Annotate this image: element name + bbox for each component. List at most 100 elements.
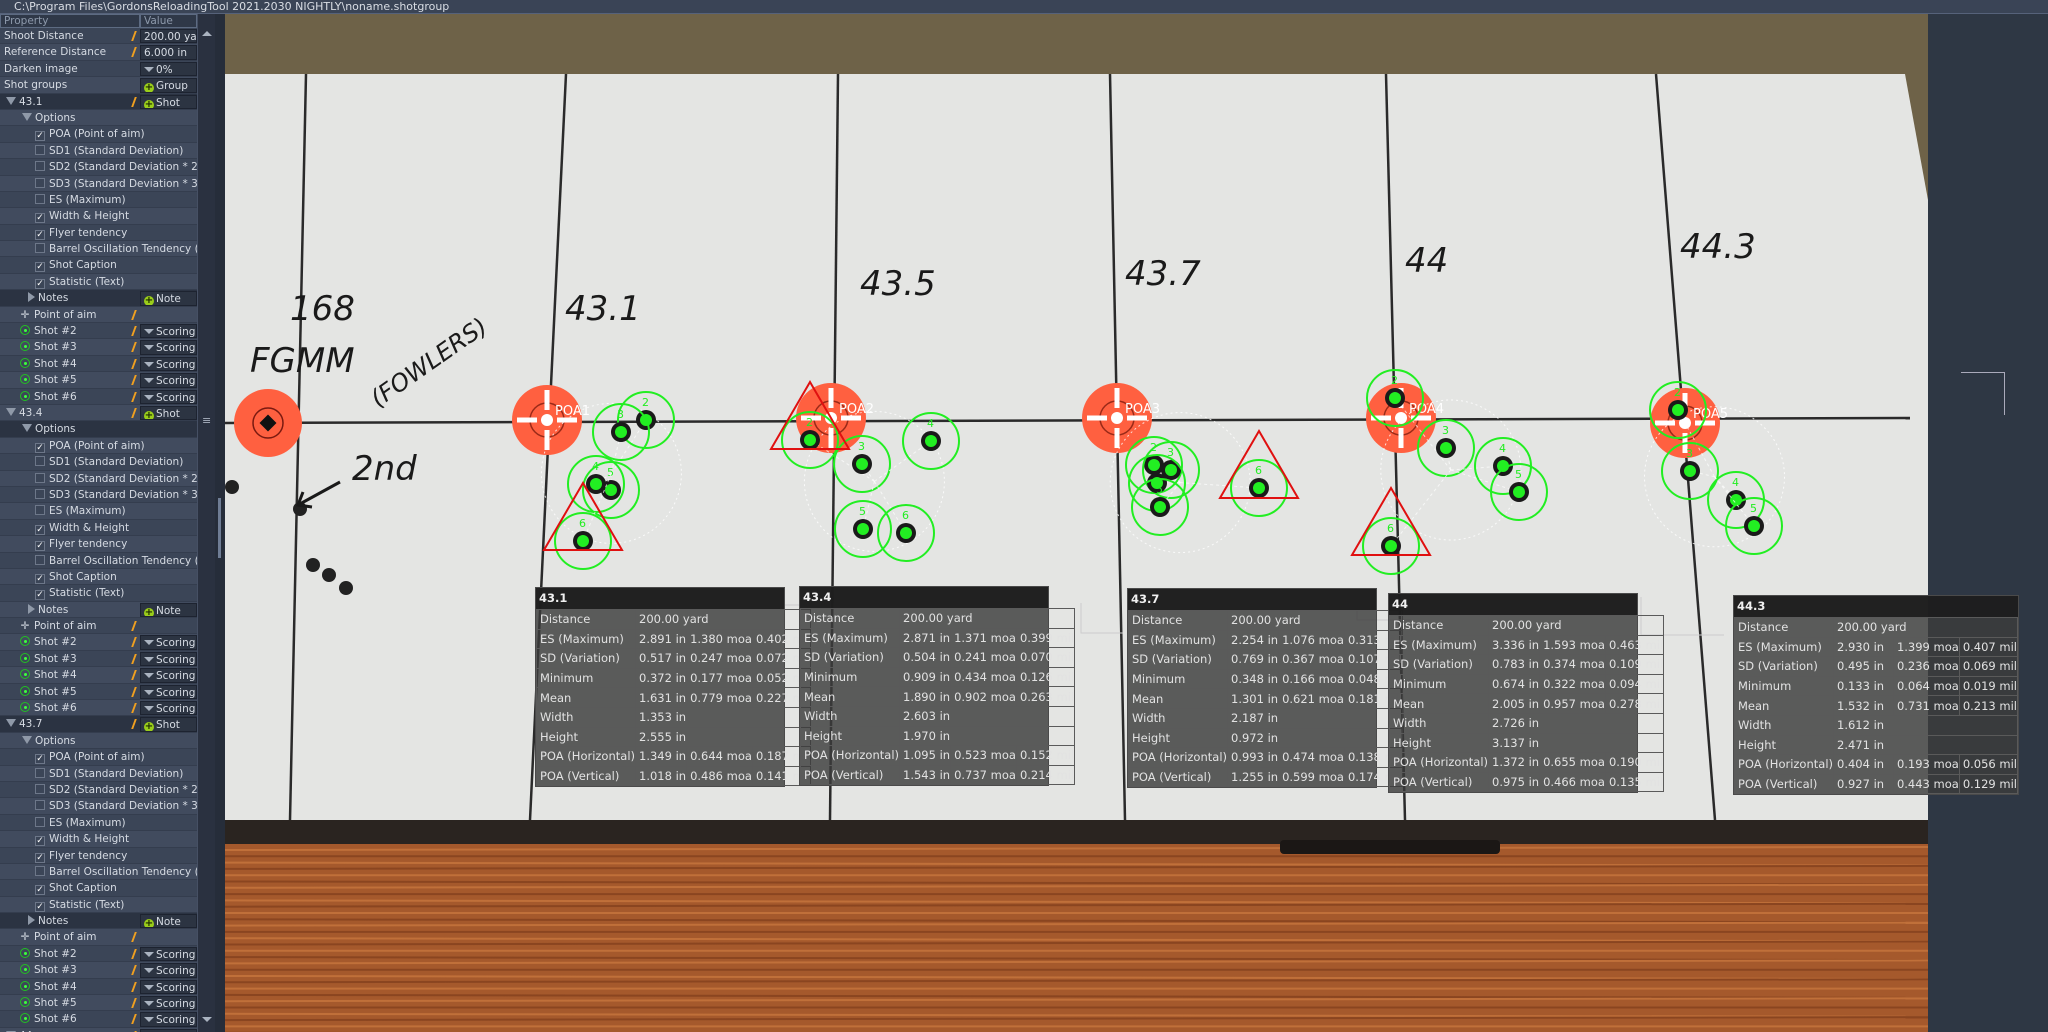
scoring-dropdown[interactable]: Scoring <box>140 1012 197 1027</box>
property-column-header[interactable]: Property <box>0 14 140 28</box>
option-checkbox-row[interactable]: ✓ Flyer tendency <box>0 848 197 864</box>
property-value-field[interactable]: 6.000 in <box>140 45 197 60</box>
shot-row[interactable]: Shot #2 Scoring <box>0 946 197 963</box>
add-note-button[interactable]: + Note <box>140 291 197 306</box>
scroll-up-arrow-icon[interactable] <box>202 31 212 36</box>
checkbox-unchecked[interactable] <box>35 472 45 483</box>
shot-row[interactable]: Shot #4 Scoring <box>0 979 197 996</box>
option-checkbox-row[interactable]: SD1 (Standard Deviation) <box>0 765 197 782</box>
checkbox-checked[interactable]: ✓ <box>35 852 45 863</box>
checkbox-checked[interactable]: ✓ <box>35 590 45 601</box>
expand-triangle-icon[interactable] <box>28 915 35 926</box>
option-checkbox-row[interactable]: SD1 (Standard Deviation) <box>0 142 197 160</box>
checkbox-unchecked[interactable] <box>35 800 45 811</box>
option-checkbox-row[interactable]: ✓ POA (Point of aim) <box>0 437 197 455</box>
checkbox-unchecked[interactable] <box>35 816 45 827</box>
checkbox-checked[interactable]: ✓ <box>35 442 45 453</box>
group-row-43.1[interactable]: 43.1 + Shot <box>0 93 197 110</box>
expand-triangle-icon[interactable] <box>22 424 32 433</box>
option-checkbox-row[interactable]: SD3 (Standard Deviation * 3) <box>0 798 197 815</box>
option-checkbox-row[interactable]: ✓ Width & Height <box>0 520 197 537</box>
checkbox-unchecked[interactable] <box>35 783 45 794</box>
checkbox-checked[interactable]: ✓ <box>35 836 45 847</box>
option-checkbox-row[interactable]: ✓ Statistic (Text) <box>0 896 197 914</box>
scoring-dropdown[interactable]: Scoring <box>140 389 197 404</box>
option-checkbox-row[interactable]: ✓ POA (Point of aim) <box>0 749 197 766</box>
option-checkbox-row[interactable]: Barrel Oscillation Tendency (BO <box>0 863 197 881</box>
checkbox-checked[interactable]: ✓ <box>35 262 45 273</box>
checkbox-checked[interactable]: ✓ <box>35 278 45 289</box>
checkbox-checked[interactable]: ✓ <box>35 541 45 552</box>
darken-image-dropdown[interactable]: 0% <box>140 61 197 77</box>
scroll-grip-icon[interactable]: ≡ <box>202 414 212 427</box>
options-row[interactable]: Options <box>0 421 197 438</box>
scoring-dropdown[interactable]: Scoring <box>140 979 197 995</box>
value-column-header[interactable]: Value <box>140 14 197 28</box>
checkbox-checked[interactable]: ✓ <box>35 885 45 896</box>
checkbox-checked[interactable]: ✓ <box>35 754 45 765</box>
option-checkbox-row[interactable]: ✓ Shot Caption <box>0 568 197 586</box>
expand-triangle-icon[interactable] <box>28 292 35 303</box>
expand-triangle-icon[interactable] <box>6 96 16 105</box>
option-checkbox-row[interactable]: ✓ Width & Height <box>0 208 197 225</box>
notes-row[interactable]: Notes + Note <box>0 290 197 307</box>
panel-splitter[interactable] <box>215 14 225 1032</box>
option-checkbox-row[interactable]: ES (Maximum) <box>0 192 197 209</box>
expand-triangle-icon[interactable] <box>28 603 35 614</box>
expand-triangle-icon[interactable] <box>6 719 16 728</box>
shot-row[interactable]: Shot #5 Scoring <box>0 372 197 389</box>
checkbox-unchecked[interactable] <box>35 456 45 467</box>
scoring-dropdown[interactable]: Scoring <box>140 651 197 667</box>
shot-row[interactable]: Shot #3 Scoring <box>0 962 197 979</box>
option-checkbox-row[interactable]: SD2 (Standard Deviation * 2) <box>0 159 197 176</box>
option-checkbox-row[interactable]: ✓ POA (Point of aim) <box>0 126 197 143</box>
scoring-dropdown[interactable]: Scoring <box>140 635 197 650</box>
option-checkbox-row[interactable]: SD2 (Standard Deviation * 2) <box>0 470 197 487</box>
option-checkbox-row[interactable]: SD3 (Standard Deviation * 3) <box>0 487 197 504</box>
option-checkbox-row[interactable]: ES (Maximum) <box>0 503 197 520</box>
option-checkbox-row[interactable]: Barrel Oscillation Tendency (BO <box>0 553 197 569</box>
group-row-43.4[interactable]: 43.4 + Shot <box>0 404 197 422</box>
option-checkbox-row[interactable]: SD1 (Standard Deviation) <box>0 454 197 471</box>
shot-row[interactable]: Shot #2 Scoring <box>0 323 197 340</box>
option-checkbox-row[interactable]: ✓ Width & Height <box>0 831 197 848</box>
scoring-dropdown[interactable]: Scoring <box>140 324 197 339</box>
shot-row[interactable]: Shot #4 Scoring <box>0 356 197 373</box>
checkbox-unchecked[interactable] <box>35 865 45 876</box>
scoring-dropdown[interactable]: Scoring <box>140 963 197 978</box>
add-note-button[interactable]: + Note <box>140 914 197 929</box>
expand-triangle-icon[interactable] <box>22 735 32 744</box>
option-checkbox-row[interactable]: ✓ Statistic (Text) <box>0 273 197 291</box>
checkbox-unchecked[interactable] <box>35 144 45 155</box>
options-row[interactable]: Options <box>0 109 197 127</box>
checkbox-checked[interactable]: ✓ <box>35 573 45 584</box>
group-row-43.7[interactable]: 43.7 + Shot <box>0 716 197 733</box>
property-row[interactable]: Reference Distance 6.000 in <box>0 44 197 61</box>
checkbox-checked[interactable]: ✓ <box>35 524 45 535</box>
checkbox-checked[interactable]: ✓ <box>35 901 45 912</box>
checkbox-unchecked[interactable] <box>35 193 45 204</box>
add-shot-button[interactable]: +Shot <box>140 94 197 109</box>
shot-row[interactable]: Shot #6 Scoring <box>0 389 197 405</box>
option-checkbox-row[interactable]: SD2 (Standard Deviation * 2) <box>0 782 197 799</box>
shot-row[interactable]: Shot #6 Scoring <box>0 700 197 717</box>
option-checkbox-row[interactable]: SD3 (Standard Deviation * 3) <box>0 175 197 192</box>
scoring-dropdown[interactable]: Scoring <box>140 701 197 716</box>
shot-groups-row[interactable]: Shot groups + Group <box>0 77 197 94</box>
scoring-dropdown[interactable]: Scoring <box>140 668 197 683</box>
property-row[interactable]: Shoot Distance 200.00 yard <box>0 28 197 45</box>
notes-row[interactable]: Notes + Note <box>0 913 197 930</box>
shot-row[interactable]: Shot #2 Scoring <box>0 634 197 651</box>
shot-row[interactable]: Shot #5 Scoring <box>0 684 197 701</box>
checkbox-unchecked[interactable] <box>35 177 45 188</box>
checkbox-unchecked[interactable] <box>35 767 45 778</box>
expand-triangle-icon[interactable] <box>22 112 32 121</box>
shot-row[interactable]: Shot #3 Scoring <box>0 339 197 356</box>
notes-row[interactable]: Notes + Note <box>0 601 197 619</box>
option-checkbox-row[interactable]: ✓ Flyer tendency <box>0 536 197 553</box>
shot-row[interactable]: Shot #3 Scoring <box>0 651 197 668</box>
option-checkbox-row[interactable]: Barrel Oscillation Tendency (BO <box>0 241 197 258</box>
property-row[interactable]: Darken image 0% <box>0 61 197 78</box>
add-shot-button[interactable]: +Shot <box>140 717 197 732</box>
scoring-dropdown[interactable]: Scoring <box>140 946 197 962</box>
